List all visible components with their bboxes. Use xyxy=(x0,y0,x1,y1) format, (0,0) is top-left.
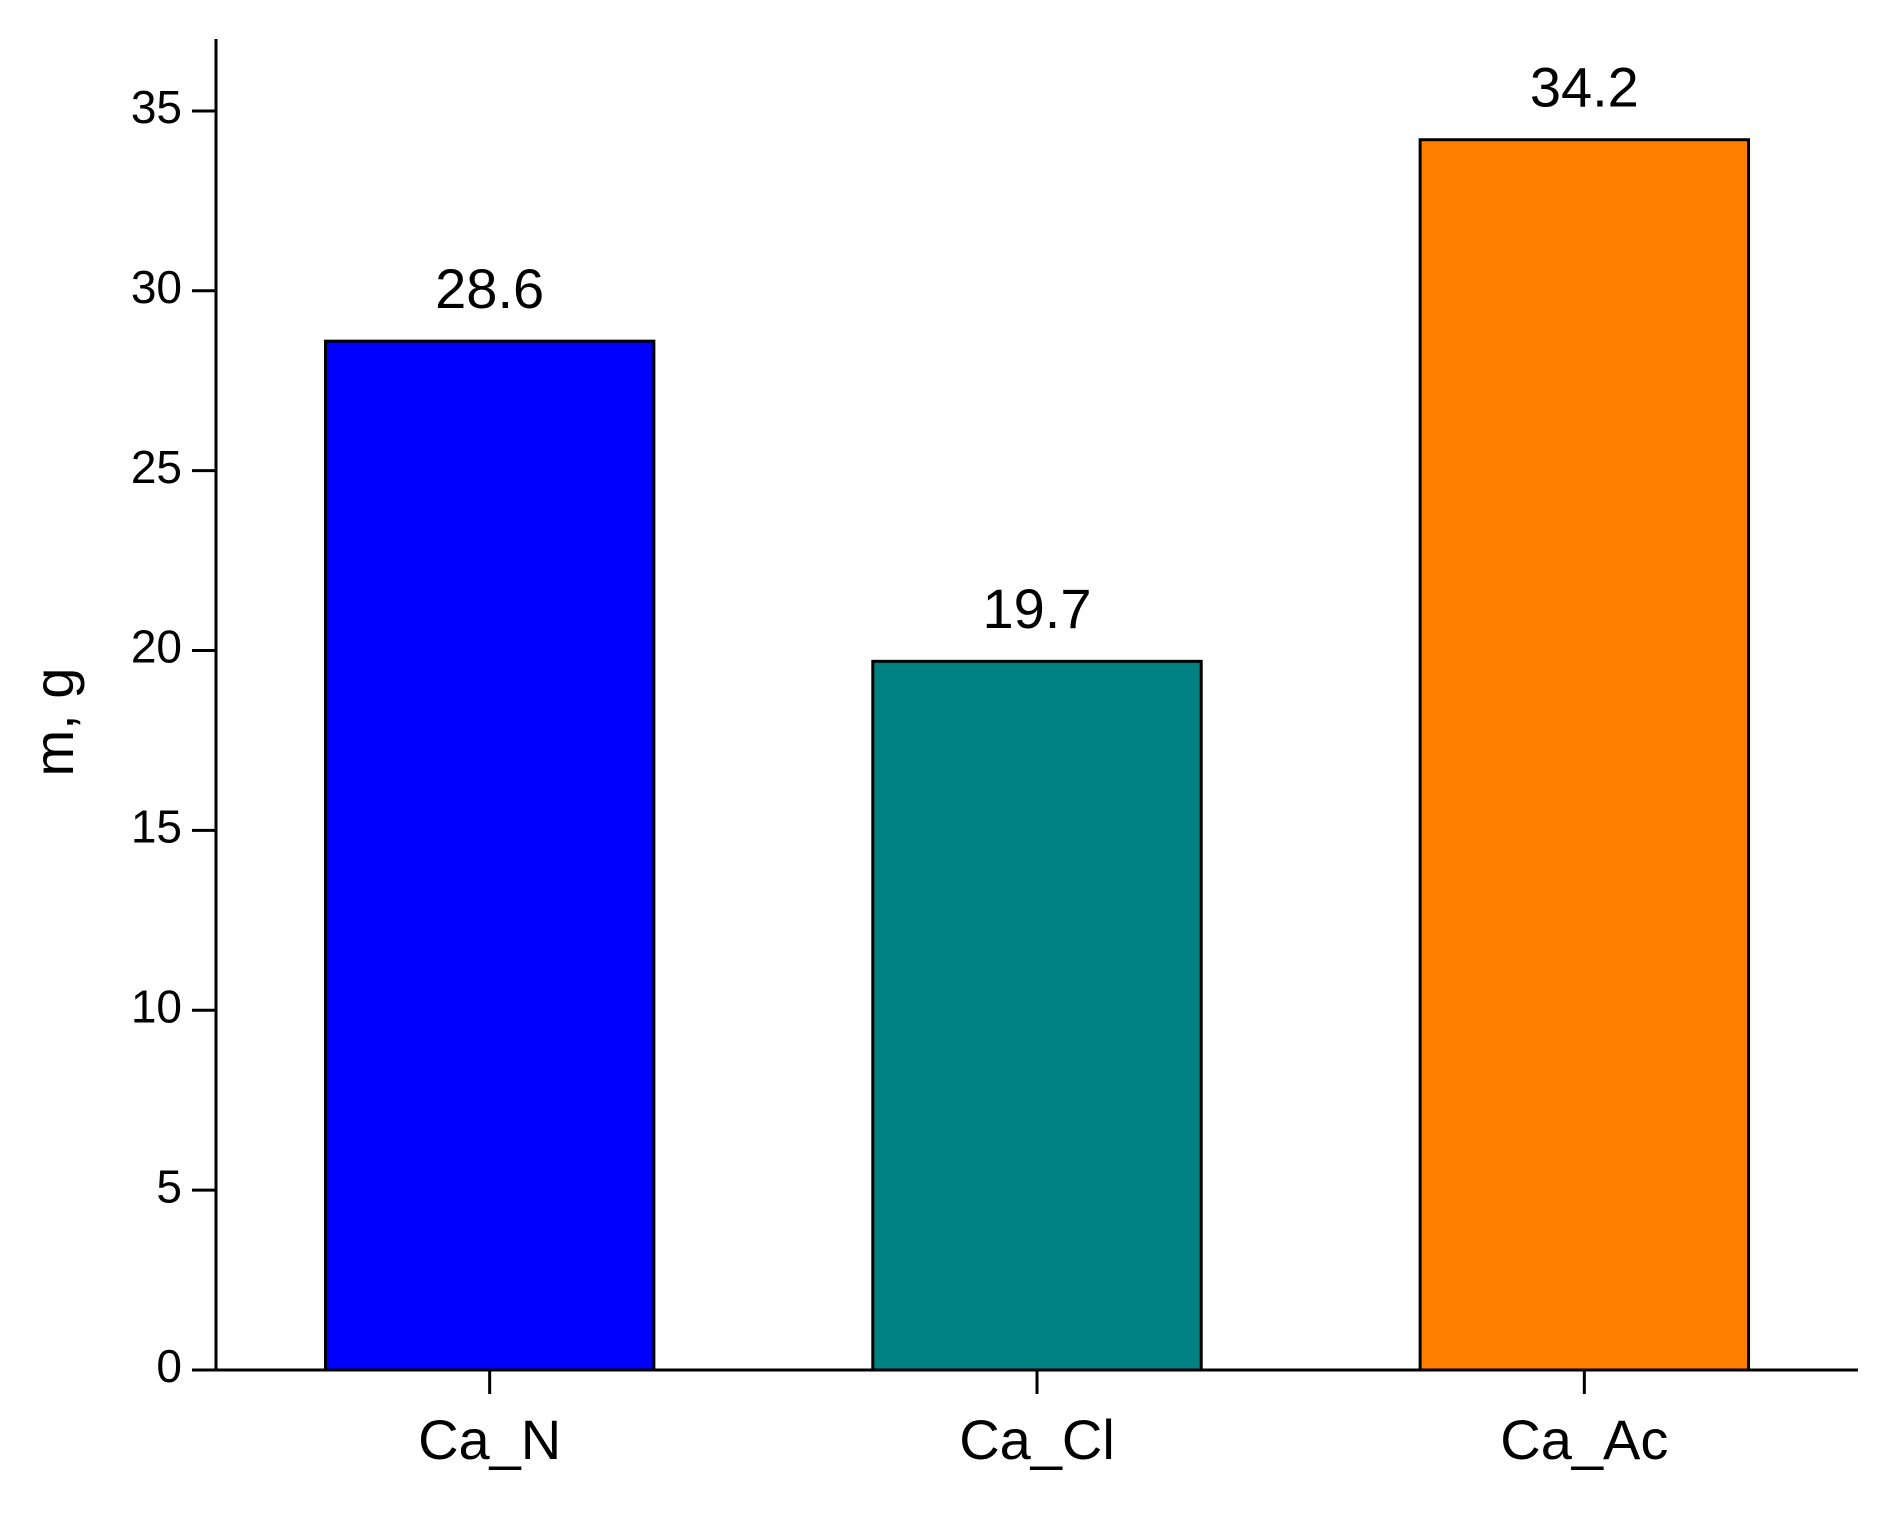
y-tick-label: 0 xyxy=(156,1340,182,1392)
y-axis-label: m, g xyxy=(22,668,85,777)
y-tick-label: 25 xyxy=(131,441,182,493)
x-tick-label: Ca_Cl xyxy=(959,1408,1115,1471)
y-tick-label: 5 xyxy=(156,1160,182,1212)
value-label: 28.6 xyxy=(435,257,544,320)
bar xyxy=(1418,138,1751,1372)
y-tick-label: 20 xyxy=(131,621,182,673)
x-tick-label: Ca_Ac xyxy=(1500,1408,1668,1471)
value-label: 34.2 xyxy=(1530,56,1639,119)
value-label: 19.7 xyxy=(983,577,1092,640)
y-tick-label: 30 xyxy=(131,261,182,313)
y-tick-label: 10 xyxy=(131,980,182,1032)
bar xyxy=(871,659,1203,1372)
bar xyxy=(323,339,656,1372)
y-tick-label: 35 xyxy=(131,81,182,133)
y-tick-label: 15 xyxy=(131,801,182,853)
x-tick-label: Ca_N xyxy=(418,1408,561,1471)
